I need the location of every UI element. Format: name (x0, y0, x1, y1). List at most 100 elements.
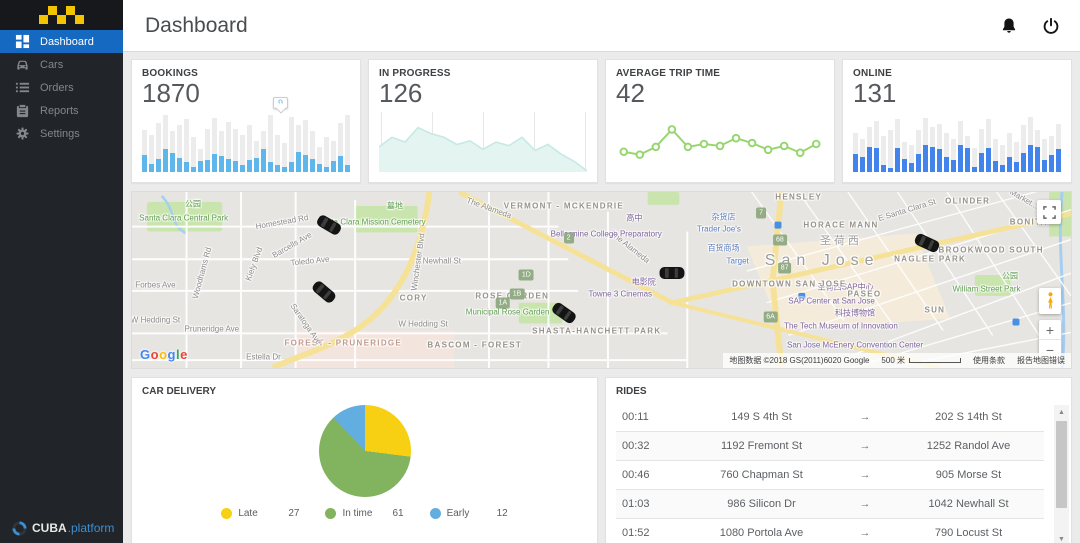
bar[interactable] (184, 112, 189, 172)
bar[interactable] (867, 112, 872, 172)
bar[interactable] (275, 112, 280, 172)
scroll-up-arrow[interactable]: ▲ (1058, 408, 1065, 416)
bar[interactable] (937, 112, 942, 172)
bar[interactable] (972, 112, 977, 172)
legend-item[interactable]: Late 27 (221, 508, 299, 519)
taxi-car-marker[interactable] (659, 266, 685, 279)
table-row[interactable]: 01:03 986 Silicon Dr → 1042 Newhall St (616, 490, 1044, 519)
google-logo[interactable]: Google (140, 347, 188, 362)
bar[interactable] (247, 112, 252, 172)
car-delivery-pie-chart[interactable] (318, 405, 411, 497)
avg-trip-line-chart[interactable] (616, 112, 824, 172)
bar[interactable] (170, 112, 175, 172)
sidebar-item-label: Dashboard (40, 35, 94, 48)
bar[interactable] (951, 112, 956, 172)
taxi-car-marker[interactable] (550, 301, 579, 327)
bar[interactable] (881, 112, 886, 172)
notifications-bell-icon[interactable] (1000, 17, 1018, 35)
bar[interactable] (331, 112, 336, 172)
bar[interactable] (1056, 112, 1061, 172)
sidebar-item-orders[interactable]: Orders (0, 76, 123, 99)
bar[interactable] (219, 112, 224, 172)
scroll-down-arrow[interactable]: ▼ (1058, 535, 1065, 543)
table-row[interactable]: 00:32 1192 Fremont St → 1252 Randol Ave (616, 432, 1044, 461)
bar[interactable] (1049, 112, 1054, 172)
bar[interactable] (226, 112, 231, 172)
taxi-car-marker[interactable] (310, 279, 338, 306)
report-error-link[interactable]: 报告地图错误 (1017, 356, 1065, 365)
legend-item[interactable]: Early 12 (429, 508, 508, 519)
sidebar-item-dashboard[interactable]: Dashboard (0, 30, 123, 53)
bar[interactable] (916, 112, 921, 172)
bar[interactable] (853, 112, 858, 172)
bar[interactable] (1021, 112, 1026, 172)
table-row[interactable]: 01:52 1080 Portola Ave → 790 Locust St (616, 519, 1044, 543)
bar[interactable] (1035, 112, 1040, 172)
legend-item[interactable]: In time 61 (325, 508, 404, 519)
bar[interactable] (902, 112, 907, 172)
bar[interactable] (268, 112, 273, 172)
bar[interactable] (895, 112, 900, 172)
bar[interactable] (923, 112, 928, 172)
table-row[interactable]: 00:46 760 Chapman St → 905 Morse St (616, 461, 1044, 490)
bar[interactable] (317, 112, 322, 172)
bar[interactable] (909, 112, 914, 172)
bar[interactable] (993, 112, 998, 172)
bar[interactable] (163, 112, 168, 172)
bar[interactable] (310, 112, 315, 172)
bar[interactable] (212, 112, 217, 172)
bar[interactable] (1000, 112, 1005, 172)
street-view-pegman-button[interactable] (1039, 288, 1061, 314)
table-row[interactable]: 00:11 149 S 4th St → 202 S 14th St (616, 403, 1044, 432)
scrollbar-thumb[interactable] (1056, 421, 1067, 509)
in-progress-area-chart[interactable] (379, 111, 587, 172)
online-bar-chart[interactable] (853, 112, 1061, 172)
logout-power-icon[interactable] (1042, 17, 1060, 35)
bar[interactable] (149, 112, 154, 172)
bar[interactable] (930, 112, 935, 172)
bar[interactable] (965, 112, 970, 172)
bar[interactable] (254, 112, 259, 172)
bar[interactable] (233, 112, 238, 172)
bar[interactable] (1007, 112, 1012, 172)
bar[interactable] (324, 112, 329, 172)
bar[interactable] (191, 112, 196, 172)
sidebar-item-cars[interactable]: Cars (0, 53, 123, 76)
bar[interactable] (205, 112, 210, 172)
bar[interactable] (944, 112, 949, 172)
bar[interactable] (156, 112, 161, 172)
bar[interactable] (888, 112, 893, 172)
cuba-platform-brand[interactable]: CUBA .platform (0, 513, 123, 543)
bookings-card: BOOKINGS 1870 9 (131, 59, 361, 183)
map-fullscreen-button[interactable] (1037, 200, 1061, 224)
zoom-out-button[interactable]: − (1045, 342, 1055, 358)
taxi-car-marker[interactable] (913, 232, 942, 255)
bar[interactable] (1042, 112, 1047, 172)
bar[interactable] (860, 112, 865, 172)
bar[interactable] (958, 112, 963, 172)
bar[interactable] (874, 112, 879, 172)
bar[interactable] (261, 112, 266, 172)
bar[interactable] (986, 112, 991, 172)
bar[interactable] (1028, 112, 1033, 172)
bar[interactable] (282, 112, 287, 172)
taxi-car-marker[interactable] (315, 213, 344, 237)
bar[interactable] (979, 112, 984, 172)
bar[interactable] (289, 112, 294, 172)
bar[interactable] (198, 112, 203, 172)
bookings-bar-chart[interactable]: 9 (142, 96, 350, 172)
bar[interactable] (240, 112, 245, 172)
sidebar-item-reports[interactable]: Reports (0, 99, 123, 122)
sidebar-item-settings[interactable]: Settings (0, 122, 123, 145)
terms-link[interactable]: 使用条款 (973, 356, 1005, 365)
bar[interactable] (177, 112, 182, 172)
taxi-map[interactable]: 公园 Santa Clara Central Park 墓地 Santa Clara … (131, 191, 1072, 369)
bar[interactable] (303, 112, 308, 172)
zoom-in-button[interactable]: + (1039, 320, 1061, 340)
bar[interactable] (338, 112, 343, 172)
bar[interactable] (1014, 112, 1019, 172)
bar[interactable] (345, 112, 350, 172)
map-label: SHASTA-HANCHETT PARK (532, 326, 662, 336)
bar[interactable] (296, 112, 301, 172)
bar[interactable] (142, 112, 147, 172)
